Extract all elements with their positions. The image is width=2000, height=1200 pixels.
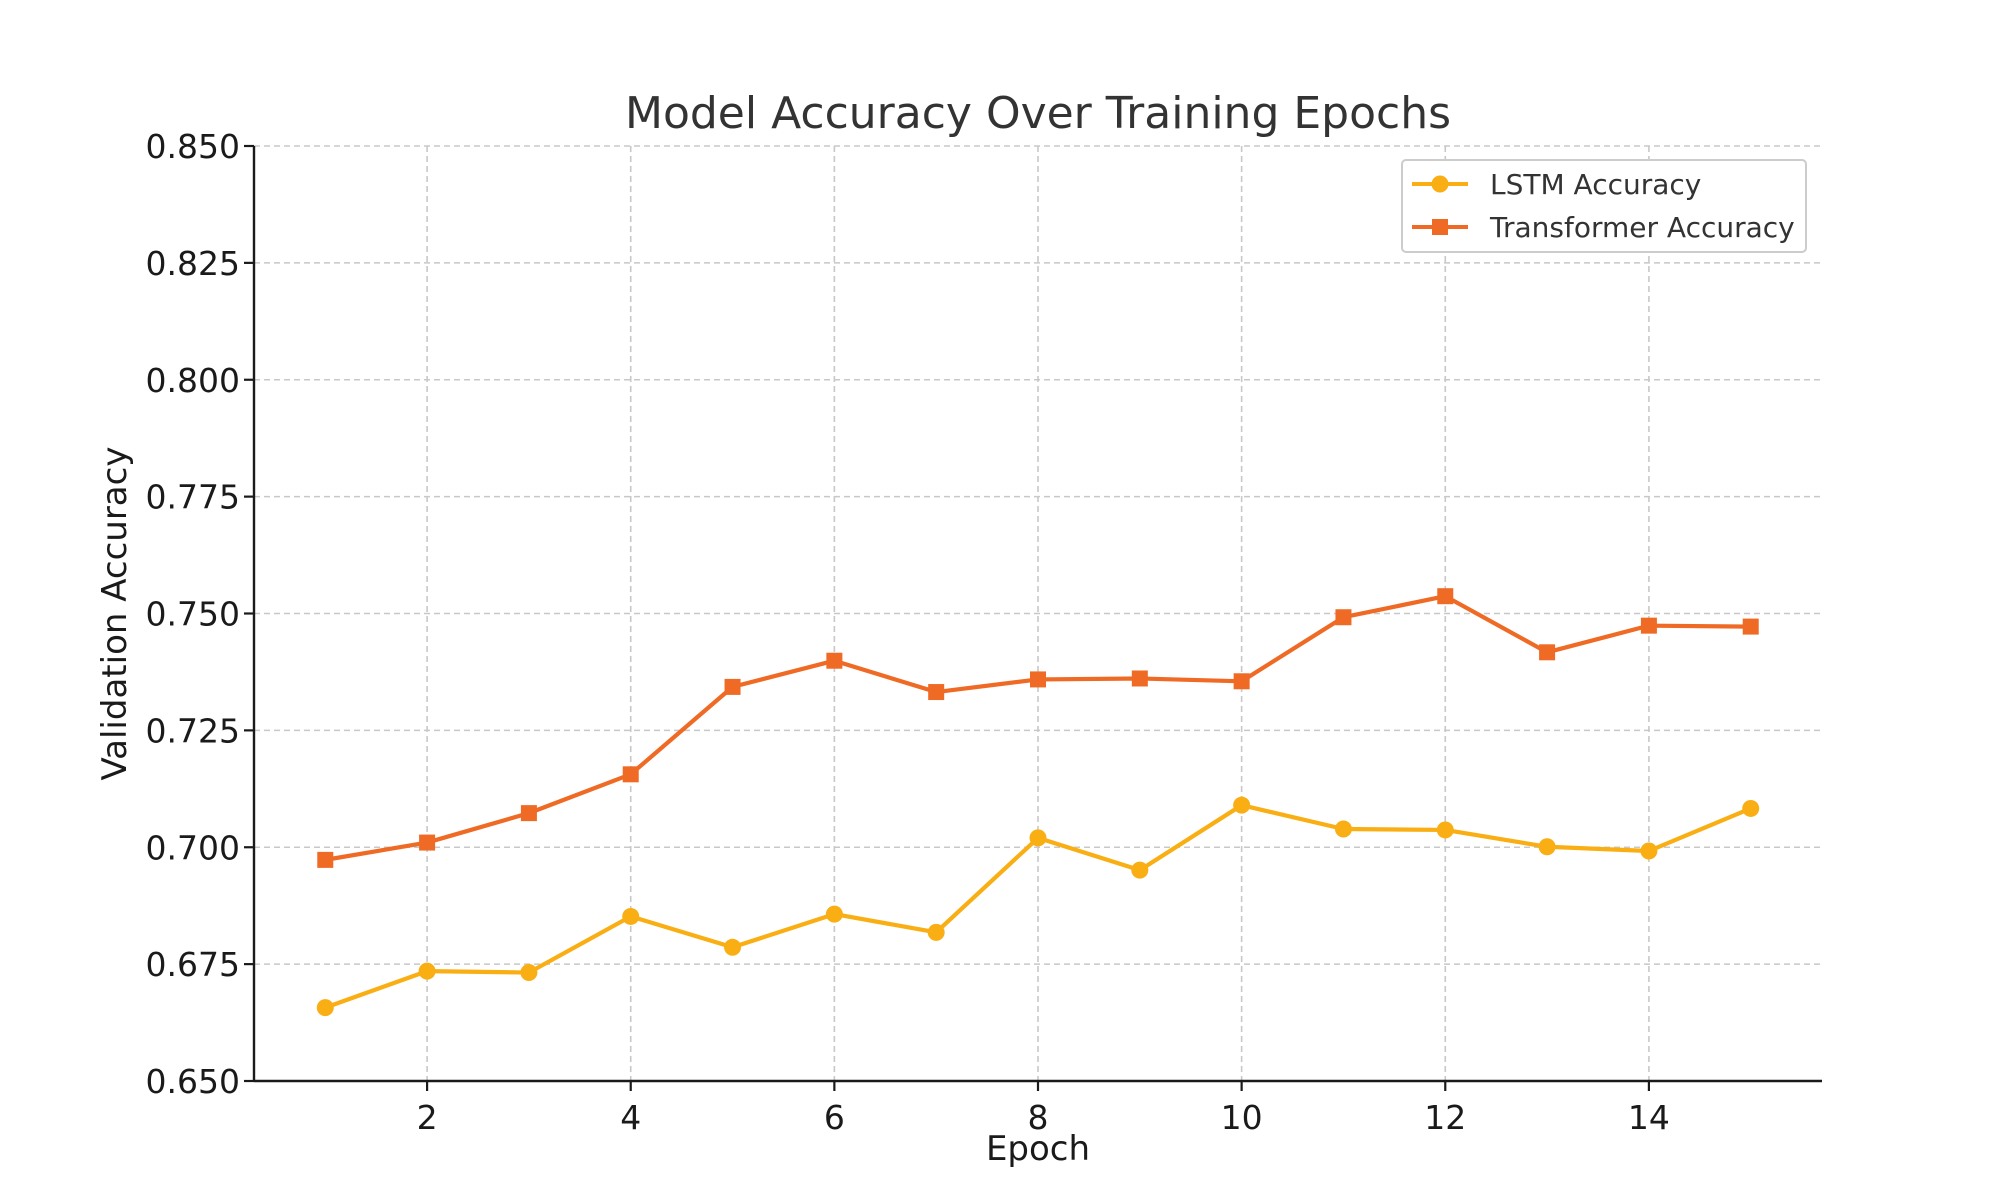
grid-lines [254, 145, 1822, 1081]
data-point-circle [927, 923, 945, 941]
legend-box [1401, 159, 1807, 253]
data-point-circle [1436, 821, 1454, 839]
series-transformer [317, 588, 1759, 868]
legend-item: Transformer Accuracy [1412, 211, 1795, 244]
y-axis-label: Validation Accuracy [95, 447, 135, 781]
y-tick-label: 0.725 [146, 711, 240, 750]
data-point-circle [622, 907, 640, 925]
x-tick-label: 4 [620, 1098, 641, 1137]
y-tick-label: 0.675 [146, 945, 240, 984]
data-point-circle [1233, 796, 1251, 814]
y-tick-label: 0.850 [146, 127, 240, 166]
y-tick-label: 0.825 [146, 244, 240, 283]
chart-title: Model Accuracy Over Training Epochs [625, 88, 1451, 139]
data-point-square [928, 684, 945, 701]
series-layer [316, 588, 1760, 1017]
data-point-square [1437, 588, 1454, 605]
data-point-circle [1029, 829, 1047, 847]
series-lstm [316, 796, 1760, 1017]
data-point-circle [724, 938, 742, 956]
data-point-circle [1640, 842, 1658, 860]
y-tick-label: 0.800 [146, 361, 240, 400]
data-point-square [419, 834, 436, 851]
data-point-square [1640, 617, 1657, 634]
legend: LSTM Accuracy Transformer Accuracy [1401, 159, 1807, 253]
x-tick-label: 6 [824, 1098, 845, 1137]
data-point-circle [1334, 820, 1352, 838]
data-point-square [724, 678, 741, 695]
data-point-circle [1538, 838, 1556, 856]
data-point-circle [418, 962, 436, 980]
legend-item: LSTM Accuracy [1412, 168, 1701, 201]
data-point-circle [316, 999, 334, 1017]
legend-label: Transformer Accuracy [1489, 211, 1795, 244]
data-point-circle [1742, 799, 1760, 817]
data-point-square [1233, 673, 1250, 690]
data-point-square [1131, 670, 1148, 687]
data-point-square [520, 805, 537, 822]
y-tick-label: 0.700 [146, 828, 240, 867]
data-point-circle [825, 905, 843, 923]
legend-items: LSTM Accuracy Transformer Accuracy [1412, 168, 1795, 244]
data-point-square [1335, 609, 1352, 626]
legend-label: LSTM Accuracy [1490, 168, 1701, 201]
x-tick-label: 14 [1628, 1098, 1670, 1137]
y-tick-label: 0.650 [146, 1062, 240, 1101]
data-point-square [1030, 671, 1046, 688]
data-point-square [826, 652, 843, 669]
data-point-circle [1131, 861, 1149, 879]
data-point-square [1742, 618, 1759, 635]
x-tick-label: 2 [417, 1098, 438, 1137]
data-point-square [622, 766, 639, 783]
data-point-circle [520, 964, 538, 982]
y-tick-label: 0.775 [146, 478, 240, 517]
x-tick-label: 12 [1424, 1098, 1466, 1137]
legend-circle-marker [1431, 175, 1449, 193]
data-point-square [317, 851, 334, 868]
legend-square-marker [1432, 219, 1448, 235]
x-tick-label: 10 [1221, 1098, 1263, 1137]
x-tick-label: 8 [1028, 1098, 1049, 1137]
ticks: 0.650 0.675 0.700 0.725 0.750 0.775 0.800 0.825… [146, 127, 1670, 1137]
x-axis-label: Epoch [986, 1129, 1090, 1169]
data-point-square [1539, 644, 1556, 661]
y-tick-label: 0.750 [146, 595, 240, 634]
